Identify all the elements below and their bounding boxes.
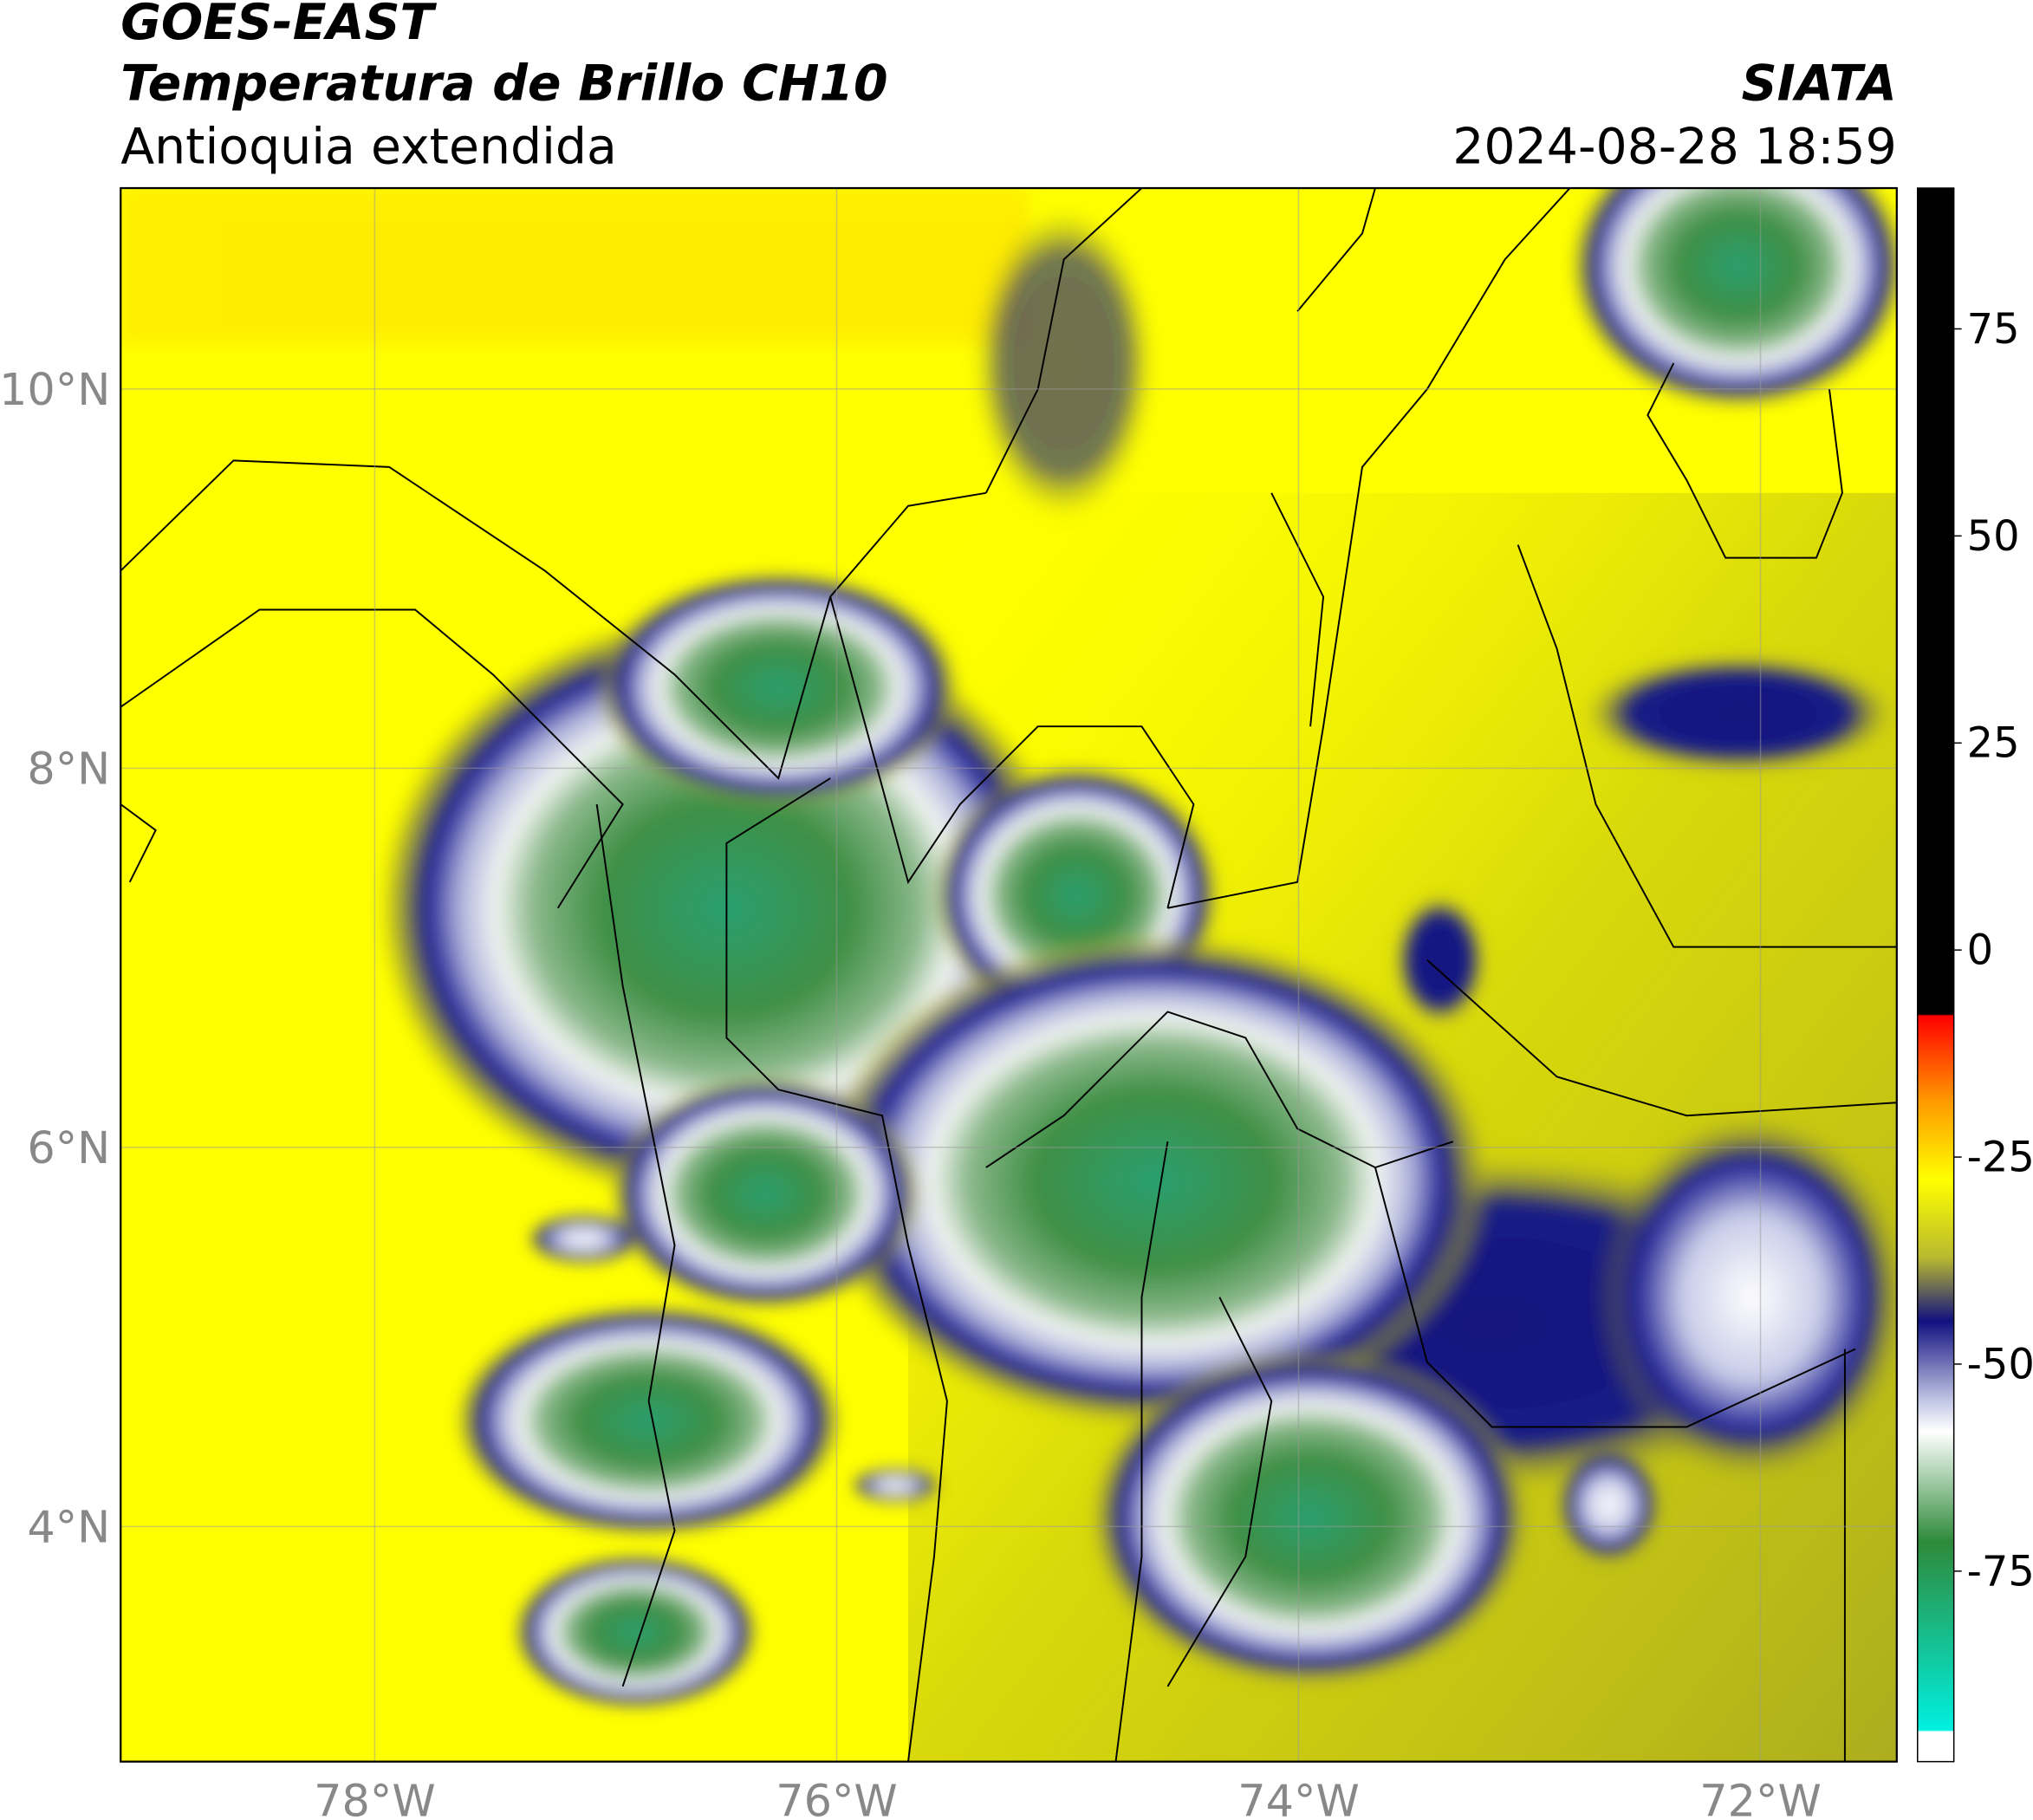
colorbar-tick-label: -25	[1967, 1134, 2033, 1182]
map-frame	[120, 186, 1898, 1763]
y-tick-label: 4°N	[27, 1502, 110, 1553]
subtitle: Antioquia extendida	[120, 119, 617, 176]
colorbar-tick-label: 50	[1967, 513, 2020, 561]
source: SIATA	[1742, 55, 1897, 112]
colorbar-tick-label: -75	[1967, 1548, 2033, 1596]
timestamp: 2024-08-28 18:59	[1452, 119, 1897, 176]
y-tick-label: 8°N	[27, 744, 110, 795]
colorbar-tick-label: -50	[1967, 1341, 2033, 1388]
x-tick-label: 74°W	[1237, 1777, 1360, 1820]
title: Temperatura de Brillo CH10	[120, 55, 887, 112]
x-tick-label: 76°W	[776, 1777, 898, 1820]
colorbar-tick-label: 25	[1967, 720, 2020, 768]
x-tick-label: 78°W	[314, 1777, 436, 1820]
y-tick-label: 6°N	[27, 1123, 110, 1174]
y-tick-label: 10°N	[0, 365, 110, 416]
map-image	[120, 188, 1897, 1762]
x-tick-label: 72°W	[1699, 1777, 1822, 1820]
colorbar-tick-label: 75	[1967, 306, 2020, 354]
colorbar-tick-label: 0	[1967, 927, 1993, 975]
title: GOES-EAST	[120, 0, 437, 51]
colorbar	[1917, 187, 1955, 1763]
